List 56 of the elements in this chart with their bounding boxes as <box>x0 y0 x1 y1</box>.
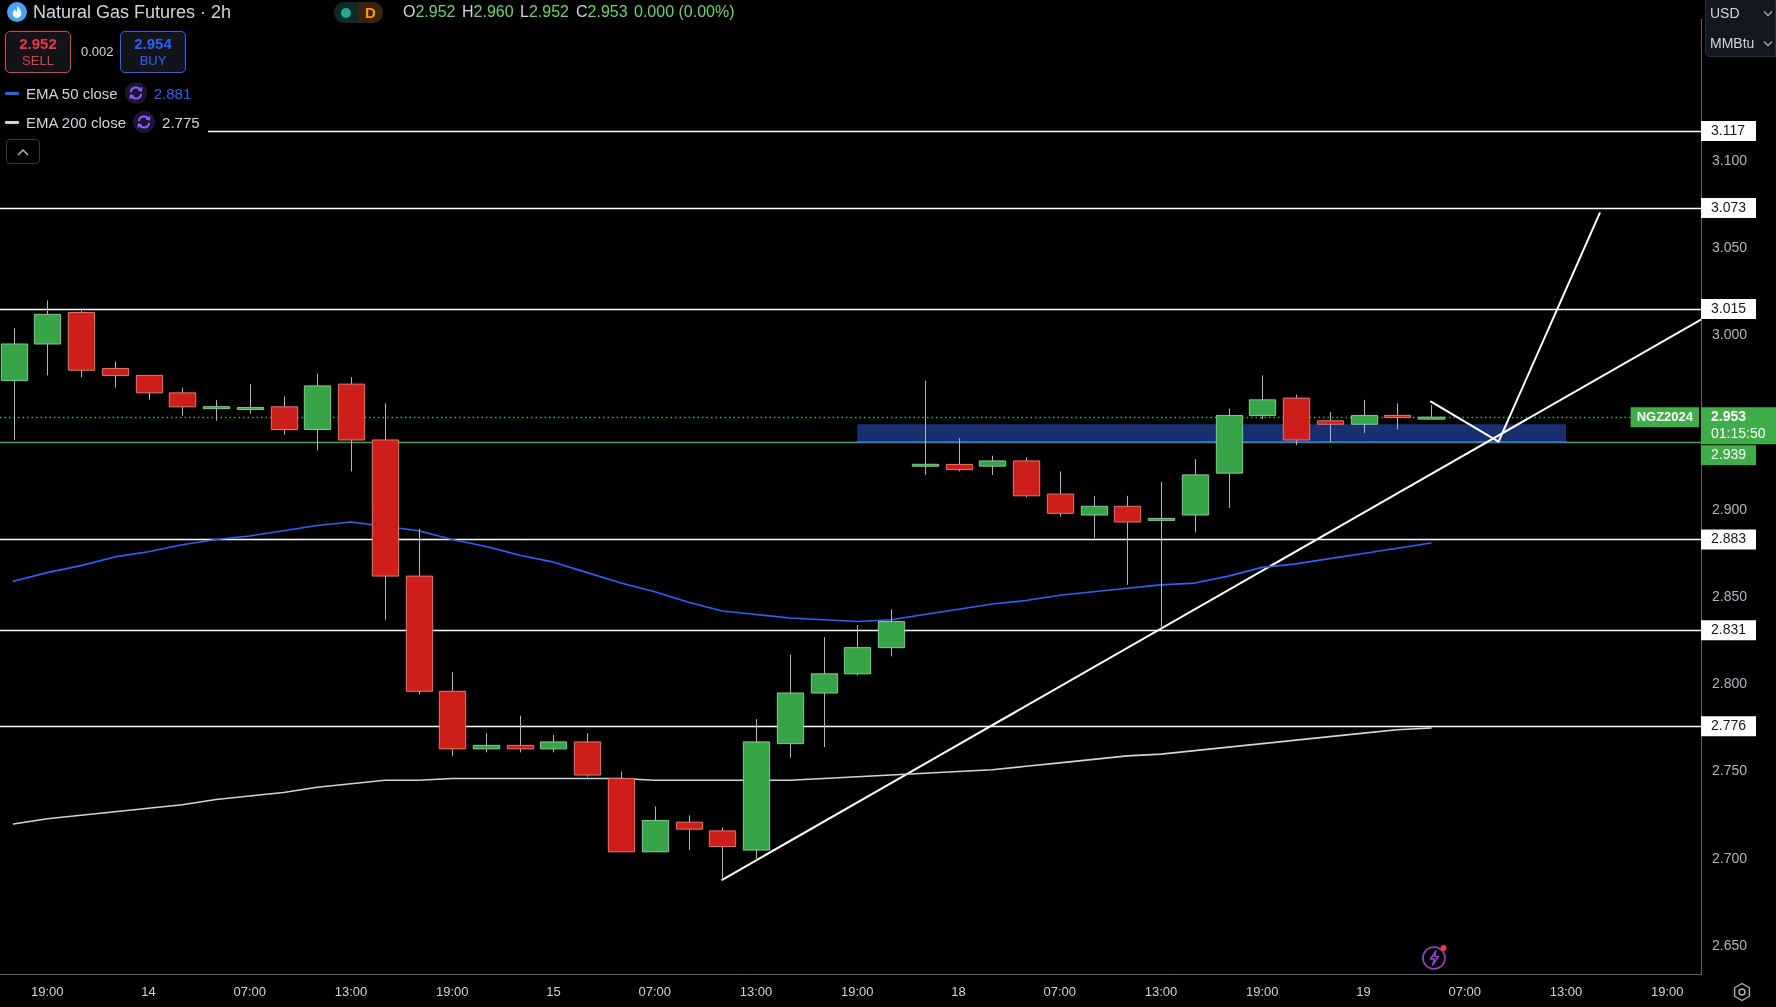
annotation: SELL <box>22 53 54 69</box>
x-tick-label: 07:00 <box>638 984 672 1000</box>
ref-line-label: 2.953 <box>1711 408 1747 425</box>
x-tick-label: 19:00 <box>435 984 469 1000</box>
annotation: C2.953 <box>576 3 628 20</box>
y-tick-label: 3.050 <box>1712 238 1748 255</box>
y-tick-label: 2.800 <box>1712 675 1748 692</box>
annotation: 2.954 <box>134 35 172 53</box>
x-tick-label: 14 <box>141 984 156 1000</box>
annotation: H2.960 <box>462 3 514 20</box>
y-tick-label: 2.850 <box>1712 587 1748 604</box>
x-tick-label: 19:00 <box>1650 984 1684 1000</box>
x-tick-label: 07:00 <box>233 984 267 1000</box>
buy-button: 2.954 BUY <box>120 31 186 73</box>
annotation: NGZ2024 <box>1636 409 1694 425</box>
y-tick-label: 2.650 <box>1712 936 1748 953</box>
ref-line-label: 2.883 <box>1711 530 1747 547</box>
chart-title: Natural Gas Futures · 2h <box>33 1 232 24</box>
sell-button: 2.952 SELL <box>5 31 71 73</box>
ref-line-label: 2.776 <box>1711 717 1747 734</box>
ref-line-label: 3.015 <box>1711 299 1747 316</box>
x-tick-label: 19 <box>1356 984 1371 1000</box>
x-tick-label: 07:00 <box>1043 984 1077 1000</box>
y-tick-label: 3.000 <box>1712 326 1748 343</box>
legend-label: EMA 200 close <box>26 113 127 131</box>
y-tick-label: 3.100 <box>1712 151 1748 168</box>
y-tick-label: 2.900 <box>1712 500 1748 517</box>
ref-line-label: 3.073 <box>1711 198 1747 215</box>
annotation: 0.002 <box>81 43 114 60</box>
x-tick-label: 13:00 <box>1549 984 1583 1000</box>
x-tick-label: 13:00 <box>739 984 773 1000</box>
x-tick-label: 18 <box>951 984 966 1000</box>
text: USD <box>1710 4 1740 22</box>
x-tick-label: 13:00 <box>334 984 368 1000</box>
x-tick-label: 13:00 <box>1144 984 1178 1000</box>
x-tick-label: 15 <box>546 984 561 1000</box>
x-tick-label: 19:00 <box>30 984 64 1000</box>
annotation: BUY <box>139 53 167 69</box>
annotation: 2.881 <box>153 84 192 102</box>
y-tick-label: 2.700 <box>1712 849 1748 866</box>
annotation: 2.952 <box>19 35 57 53</box>
ref-line-label: 2.939 <box>1711 446 1747 463</box>
ref-line-label: 2.831 <box>1711 621 1747 638</box>
annotation: L2.952 <box>520 3 569 20</box>
annotation: 0.000 (0.00%) <box>634 2 735 22</box>
text: MMBtu <box>1710 34 1755 52</box>
annotation: O2.952 <box>403 3 456 20</box>
x-tick-label: 19:00 <box>1245 984 1279 1000</box>
text: 01:15:50 <box>1711 425 1766 442</box>
legend-label: EMA 50 close <box>26 84 118 102</box>
annotation: D <box>358 2 383 23</box>
x-tick-label: 07:00 <box>1448 984 1482 1000</box>
y-tick-label: 2.750 <box>1712 762 1748 779</box>
ref-line-label: 3.117 <box>1711 121 1746 138</box>
annotation: 2.775 <box>162 113 200 131</box>
x-tick-label: 19:00 <box>840 984 874 1000</box>
